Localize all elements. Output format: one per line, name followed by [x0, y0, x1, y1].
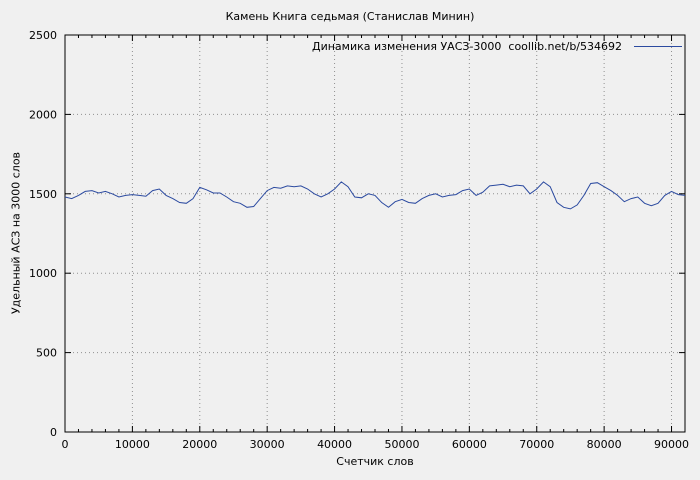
- svg-text:1000: 1000: [29, 267, 57, 280]
- svg-text:80000: 80000: [587, 438, 622, 451]
- y-axis-title: Удельный АСЗ на 3000 слов: [9, 151, 23, 315]
- tick-labels: 0 10000 20000 30000 40000 50000 60000 70000 8000…: [29, 29, 689, 451]
- svg-text:10000: 10000: [115, 438, 150, 451]
- svg-text:20000: 20000: [182, 438, 217, 451]
- chart-title: Камень Книга седьмая (Станислав Минин): [225, 10, 475, 23]
- svg-text:1500: 1500: [29, 188, 57, 201]
- series-line: [64, 181, 686, 210]
- svg-text:50000: 50000: [384, 438, 419, 451]
- svg-text:0: 0: [50, 426, 57, 439]
- svg-text:90000: 90000: [654, 438, 689, 451]
- svg-text:60000: 60000: [452, 438, 487, 451]
- svg-text:2000: 2000: [29, 108, 57, 121]
- svg-text:500: 500: [36, 347, 57, 360]
- svg-text:0: 0: [62, 438, 69, 451]
- legend-label: Динамика изменения УАСЗ-3000 coollib.net…: [312, 40, 622, 53]
- svg-text:40000: 40000: [317, 438, 352, 451]
- legend-line-sample-icon: [634, 46, 682, 47]
- svg-text:2500: 2500: [29, 29, 57, 42]
- plot-border: [64, 34, 686, 433]
- svg-text:30000: 30000: [250, 438, 285, 451]
- svg-text:70000: 70000: [519, 438, 554, 451]
- legend: Динамика изменения УАСЗ-3000 coollib.net…: [66, 40, 686, 53]
- axis-ticks: [64, 34, 686, 433]
- x-axis-title: Счетчик слов: [336, 455, 414, 468]
- gridlines: [65, 34, 685, 432]
